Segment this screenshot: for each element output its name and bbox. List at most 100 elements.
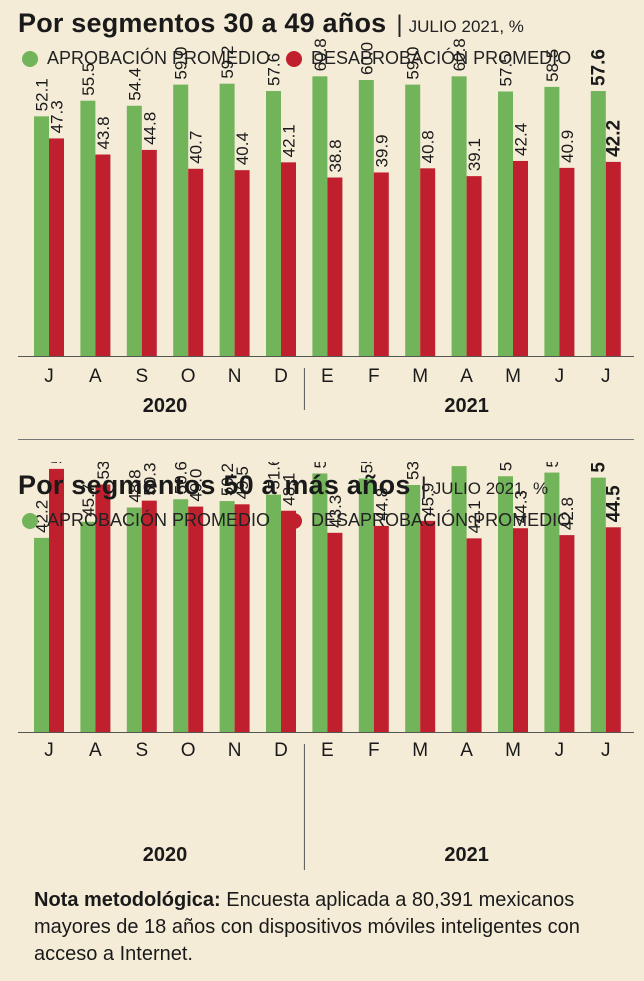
disapproval-value-label: 40.8 bbox=[419, 130, 438, 163]
approval-bar bbox=[358, 478, 374, 732]
disapproval-value-label: 44.5 bbox=[603, 485, 624, 522]
approval-bar bbox=[266, 494, 281, 732]
month-tick-label: A bbox=[89, 366, 102, 387]
methodology-note: Nota metodológica: Encuesta aplicada a 8… bbox=[34, 887, 634, 968]
month-tick-label: N bbox=[228, 740, 242, 761]
disapproval-value-label: 38.8 bbox=[326, 139, 345, 172]
disapproval-value-label: 40.7 bbox=[187, 131, 206, 164]
year-label: 2021 bbox=[444, 844, 489, 866]
chart-title: Por segmentos 30 a 49 años bbox=[18, 8, 387, 38]
chart-header: Por segmentos 50 a más años | JULIO 2021… bbox=[18, 470, 548, 501]
approval-value-label: 58.5 bbox=[543, 49, 562, 82]
legend-approval-label: APROBACIÓN PROMEDIO bbox=[47, 48, 271, 68]
disapproval-value-label: 42.2 bbox=[603, 120, 624, 157]
month-tick-label: A bbox=[89, 740, 102, 761]
approval-value-label: 56.4 bbox=[543, 462, 562, 468]
disapproval-bar bbox=[420, 168, 436, 356]
approval-value-label: 57.5 bbox=[497, 53, 516, 86]
approval-bar bbox=[312, 473, 328, 732]
approval-bar bbox=[266, 91, 281, 356]
approval-bar bbox=[498, 91, 513, 356]
approval-value-label: 52.1 bbox=[33, 78, 52, 111]
title-separator: | bbox=[396, 11, 403, 38]
disapproval-bar bbox=[466, 538, 482, 732]
approval-value-label: 60.8 bbox=[450, 38, 469, 71]
chart-50-plus-svg: 42.245.748.850.650.251.656.255.153.757.8… bbox=[18, 462, 634, 870]
chart-30-49-svg: 52.1 55.5 54.4 59.0 59.2 57.6 60.8 60.0 59.0 60.8… bbox=[18, 38, 634, 417]
disapproval-bar bbox=[95, 154, 111, 356]
approval-value-label: 59.2 bbox=[218, 46, 237, 79]
disapproval-value-label: 47.3 bbox=[48, 100, 67, 133]
approval-value-label: 59.0 bbox=[404, 47, 423, 80]
approval-bar bbox=[34, 116, 49, 356]
approval-bar bbox=[405, 484, 421, 732]
note-label: Nota metodológica: bbox=[34, 889, 221, 911]
approval-value-label: 57.6 bbox=[588, 49, 609, 86]
month-tick-label: J bbox=[555, 740, 565, 761]
disapproval-bar bbox=[327, 177, 343, 356]
month-tick-label: D bbox=[274, 366, 288, 387]
disapproval-value-label: 48.1 bbox=[280, 473, 299, 506]
approval-value-label: 50.2 bbox=[218, 463, 237, 496]
approval-bar bbox=[34, 537, 49, 732]
legend-disapproval-label: DESAPROBACIÓN PROMEDIO bbox=[311, 48, 572, 68]
month-tick-label: J bbox=[555, 366, 565, 387]
legend-approval: APROBACIÓN PROMEDIO bbox=[22, 48, 270, 69]
legend-approval: APROBACIÓN PROMEDIO bbox=[22, 510, 270, 531]
approval-bar bbox=[405, 84, 421, 356]
note-text: Encuesta aplicada a 80,391 mexicanos may… bbox=[34, 889, 580, 965]
approval-bar bbox=[80, 521, 96, 732]
legend-disapproval: DESAPROBACIÓN PROMEDIO bbox=[286, 48, 571, 69]
disapproval-value-label: 44.8 bbox=[140, 112, 159, 145]
month-tick-label: D bbox=[274, 740, 288, 761]
disapproval-bar bbox=[188, 506, 204, 732]
disapproval-value-label: 49.5 bbox=[233, 466, 252, 499]
disapproval-value-label: 42.1 bbox=[465, 500, 484, 533]
year-label: 2020 bbox=[143, 395, 188, 417]
month-tick-label: A bbox=[460, 740, 473, 761]
disapproval-bar bbox=[234, 504, 250, 732]
legend-disapproval: DESAPROBACIÓN PROMEDIO bbox=[286, 510, 571, 531]
section-divider bbox=[18, 439, 634, 440]
chart-legend: APROBACIÓN PROMEDIO DESAPROBACIÓN PROMED… bbox=[22, 510, 587, 531]
legend-disapproval-dot bbox=[286, 512, 303, 529]
disapproval-bar bbox=[234, 170, 250, 356]
month-tick-label: J bbox=[601, 740, 611, 761]
month-tick-label: E bbox=[321, 366, 334, 387]
disapproval-bar bbox=[513, 528, 528, 732]
disapproval-bar bbox=[605, 161, 621, 356]
disapproval-value-label: 45.9 bbox=[419, 483, 438, 516]
disapproval-bar bbox=[559, 167, 575, 356]
approval-value-label: 50.6 bbox=[172, 462, 191, 494]
approval-value-label: 59.0 bbox=[172, 47, 191, 80]
approval-value-label: 57.6 bbox=[265, 53, 284, 86]
month-tick-label: M bbox=[505, 740, 521, 761]
approval-bar bbox=[498, 476, 513, 732]
chart-title: Por segmentos 50 a más años bbox=[18, 470, 411, 500]
chart-legend: APROBACIÓN PROMEDIO DESAPROBACIÓN PROMED… bbox=[22, 48, 587, 69]
disapproval-value-label: 53.8 bbox=[94, 462, 113, 480]
disapproval-value-label: 42.4 bbox=[512, 123, 531, 156]
approval-value-label: 56.2 bbox=[311, 462, 330, 468]
disapproval-bar bbox=[373, 172, 389, 356]
disapproval-bar bbox=[559, 535, 575, 732]
disapproval-bar bbox=[466, 176, 482, 356]
chart-subtitle: JULIO 2021, % bbox=[432, 479, 549, 498]
disapproval-bar bbox=[281, 162, 296, 356]
year-label: 2021 bbox=[444, 395, 489, 417]
disapproval-value-label: 57.2 bbox=[48, 462, 67, 464]
month-tick-label: M bbox=[505, 366, 521, 387]
disapproval-bar bbox=[141, 500, 157, 732]
disapproval-bar bbox=[373, 525, 389, 732]
title-separator: | bbox=[420, 473, 427, 500]
disapproval-bar bbox=[49, 138, 64, 356]
disapproval-bar bbox=[605, 527, 621, 732]
approval-bar bbox=[544, 472, 560, 732]
approval-value-label: 60.8 bbox=[311, 38, 330, 71]
disapproval-value-label: 42.8 bbox=[558, 497, 577, 530]
approval-value-label: 51.6 bbox=[265, 462, 284, 490]
disapproval-value-label: 43.3 bbox=[326, 495, 345, 528]
legend-approval-dot bbox=[22, 50, 38, 67]
disapproval-value-label: 40.4 bbox=[233, 132, 252, 165]
approval-bar bbox=[590, 91, 606, 356]
